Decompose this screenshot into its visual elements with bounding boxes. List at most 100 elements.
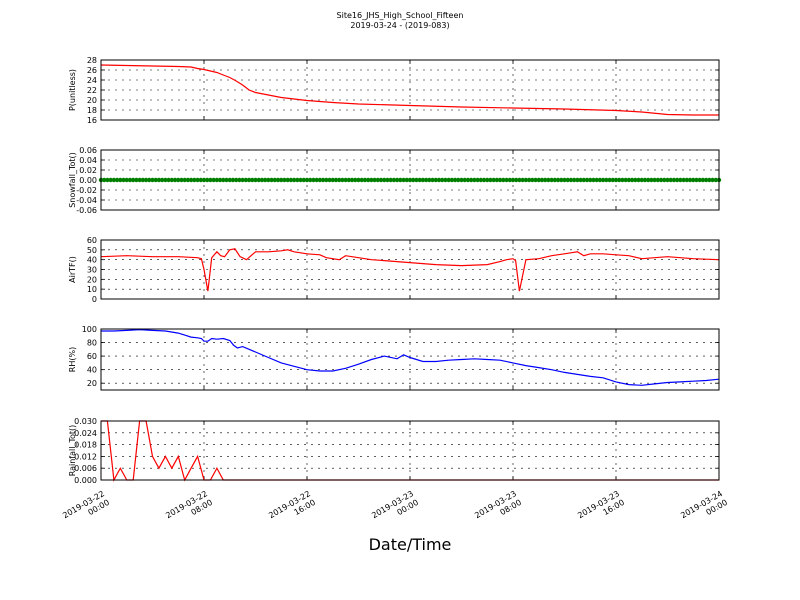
series-point bbox=[301, 177, 306, 183]
series-point bbox=[208, 177, 213, 183]
series-line bbox=[100, 64, 719, 116]
series-point bbox=[111, 177, 117, 183]
series-point bbox=[256, 177, 261, 183]
series-point bbox=[475, 177, 480, 183]
y-tick-label: 0.030 bbox=[74, 417, 97, 426]
series-point bbox=[707, 177, 712, 183]
series-point bbox=[613, 177, 619, 183]
series-point bbox=[233, 177, 239, 183]
series-point bbox=[414, 177, 419, 183]
series-point bbox=[298, 177, 303, 183]
series-point bbox=[674, 177, 680, 183]
y-tick-label: 0.012 bbox=[74, 452, 97, 461]
series-point bbox=[137, 177, 142, 183]
series-point bbox=[581, 177, 587, 183]
panel-2: -0.06-0.04-0.020.000.020.040.06Snowfall_… bbox=[68, 146, 722, 215]
series-point bbox=[452, 177, 458, 183]
series-point bbox=[427, 177, 432, 183]
series-point bbox=[398, 177, 403, 183]
series-point bbox=[694, 177, 699, 183]
series-point bbox=[668, 177, 673, 183]
series-point bbox=[266, 177, 271, 183]
chart-title: Site16_JHS_High_School_Fifteen bbox=[337, 11, 464, 20]
series-point bbox=[407, 177, 413, 183]
y-tick-label: 18 bbox=[87, 106, 97, 115]
series-point bbox=[195, 177, 200, 183]
y-axis-label: Snowfall_Tot() bbox=[68, 152, 77, 208]
series-point bbox=[485, 177, 490, 183]
series-point bbox=[559, 177, 564, 183]
series-point bbox=[552, 177, 558, 183]
y-tick-label: 0.00 bbox=[79, 176, 97, 185]
series-point bbox=[494, 177, 500, 183]
series-point bbox=[201, 177, 207, 183]
plot-frame bbox=[100, 328, 720, 391]
series-point bbox=[629, 177, 635, 183]
series-point bbox=[536, 177, 541, 183]
series-line bbox=[100, 248, 720, 292]
series-point bbox=[224, 177, 229, 183]
series-point bbox=[285, 177, 290, 183]
series-point bbox=[697, 177, 702, 183]
series-point bbox=[369, 177, 374, 183]
series-point bbox=[468, 177, 474, 183]
series-point bbox=[530, 177, 535, 183]
y-tick-label: 100 bbox=[82, 325, 97, 334]
series-point bbox=[430, 177, 435, 183]
series-point bbox=[240, 177, 245, 183]
series-point bbox=[578, 177, 583, 183]
series-point bbox=[571, 177, 577, 183]
series-point bbox=[320, 177, 326, 183]
series-point bbox=[221, 177, 226, 183]
series-point bbox=[262, 177, 268, 183]
series-point bbox=[179, 177, 184, 183]
series-point bbox=[330, 177, 335, 183]
y-axis-label: P(unitless) bbox=[68, 69, 77, 111]
y-axis-label: AirTF() bbox=[68, 256, 77, 283]
series-point bbox=[295, 177, 300, 183]
series-point bbox=[504, 177, 509, 183]
series-point bbox=[687, 177, 693, 183]
series-point bbox=[217, 177, 223, 183]
y-tick-label: 40 bbox=[87, 256, 97, 265]
series-point bbox=[150, 177, 155, 183]
series-point bbox=[343, 177, 348, 183]
series-point bbox=[639, 177, 644, 183]
series-point bbox=[324, 177, 329, 183]
series-point bbox=[491, 177, 496, 183]
series-point bbox=[359, 177, 364, 183]
y-tick-label: -0.02 bbox=[76, 186, 97, 195]
y-tick-label: 60 bbox=[87, 236, 97, 245]
y-tick-label: 0.000 bbox=[74, 476, 97, 485]
y-tick-label: 30 bbox=[87, 266, 97, 275]
series-point bbox=[269, 177, 274, 183]
series-point bbox=[214, 177, 220, 183]
series-point bbox=[703, 177, 709, 183]
series-point bbox=[665, 177, 670, 183]
series-point bbox=[275, 177, 281, 183]
series-point bbox=[610, 177, 615, 183]
series-point bbox=[684, 177, 690, 183]
series-point bbox=[140, 177, 146, 183]
y-tick-label: 0 bbox=[92, 295, 97, 304]
series-point bbox=[678, 177, 683, 183]
series-point bbox=[130, 177, 136, 183]
series-point bbox=[169, 177, 175, 183]
plot-frame bbox=[100, 149, 720, 211]
series-point bbox=[507, 177, 512, 183]
series-point bbox=[288, 177, 294, 183]
series-point bbox=[211, 177, 216, 183]
series-point bbox=[472, 177, 477, 183]
series-point bbox=[597, 177, 603, 183]
series-point bbox=[147, 177, 152, 183]
series-point bbox=[134, 177, 139, 183]
y-tick-label: 10 bbox=[87, 285, 97, 294]
series-point bbox=[121, 177, 126, 183]
series-point bbox=[311, 177, 316, 183]
series-point bbox=[340, 177, 345, 183]
series-point bbox=[446, 177, 451, 183]
